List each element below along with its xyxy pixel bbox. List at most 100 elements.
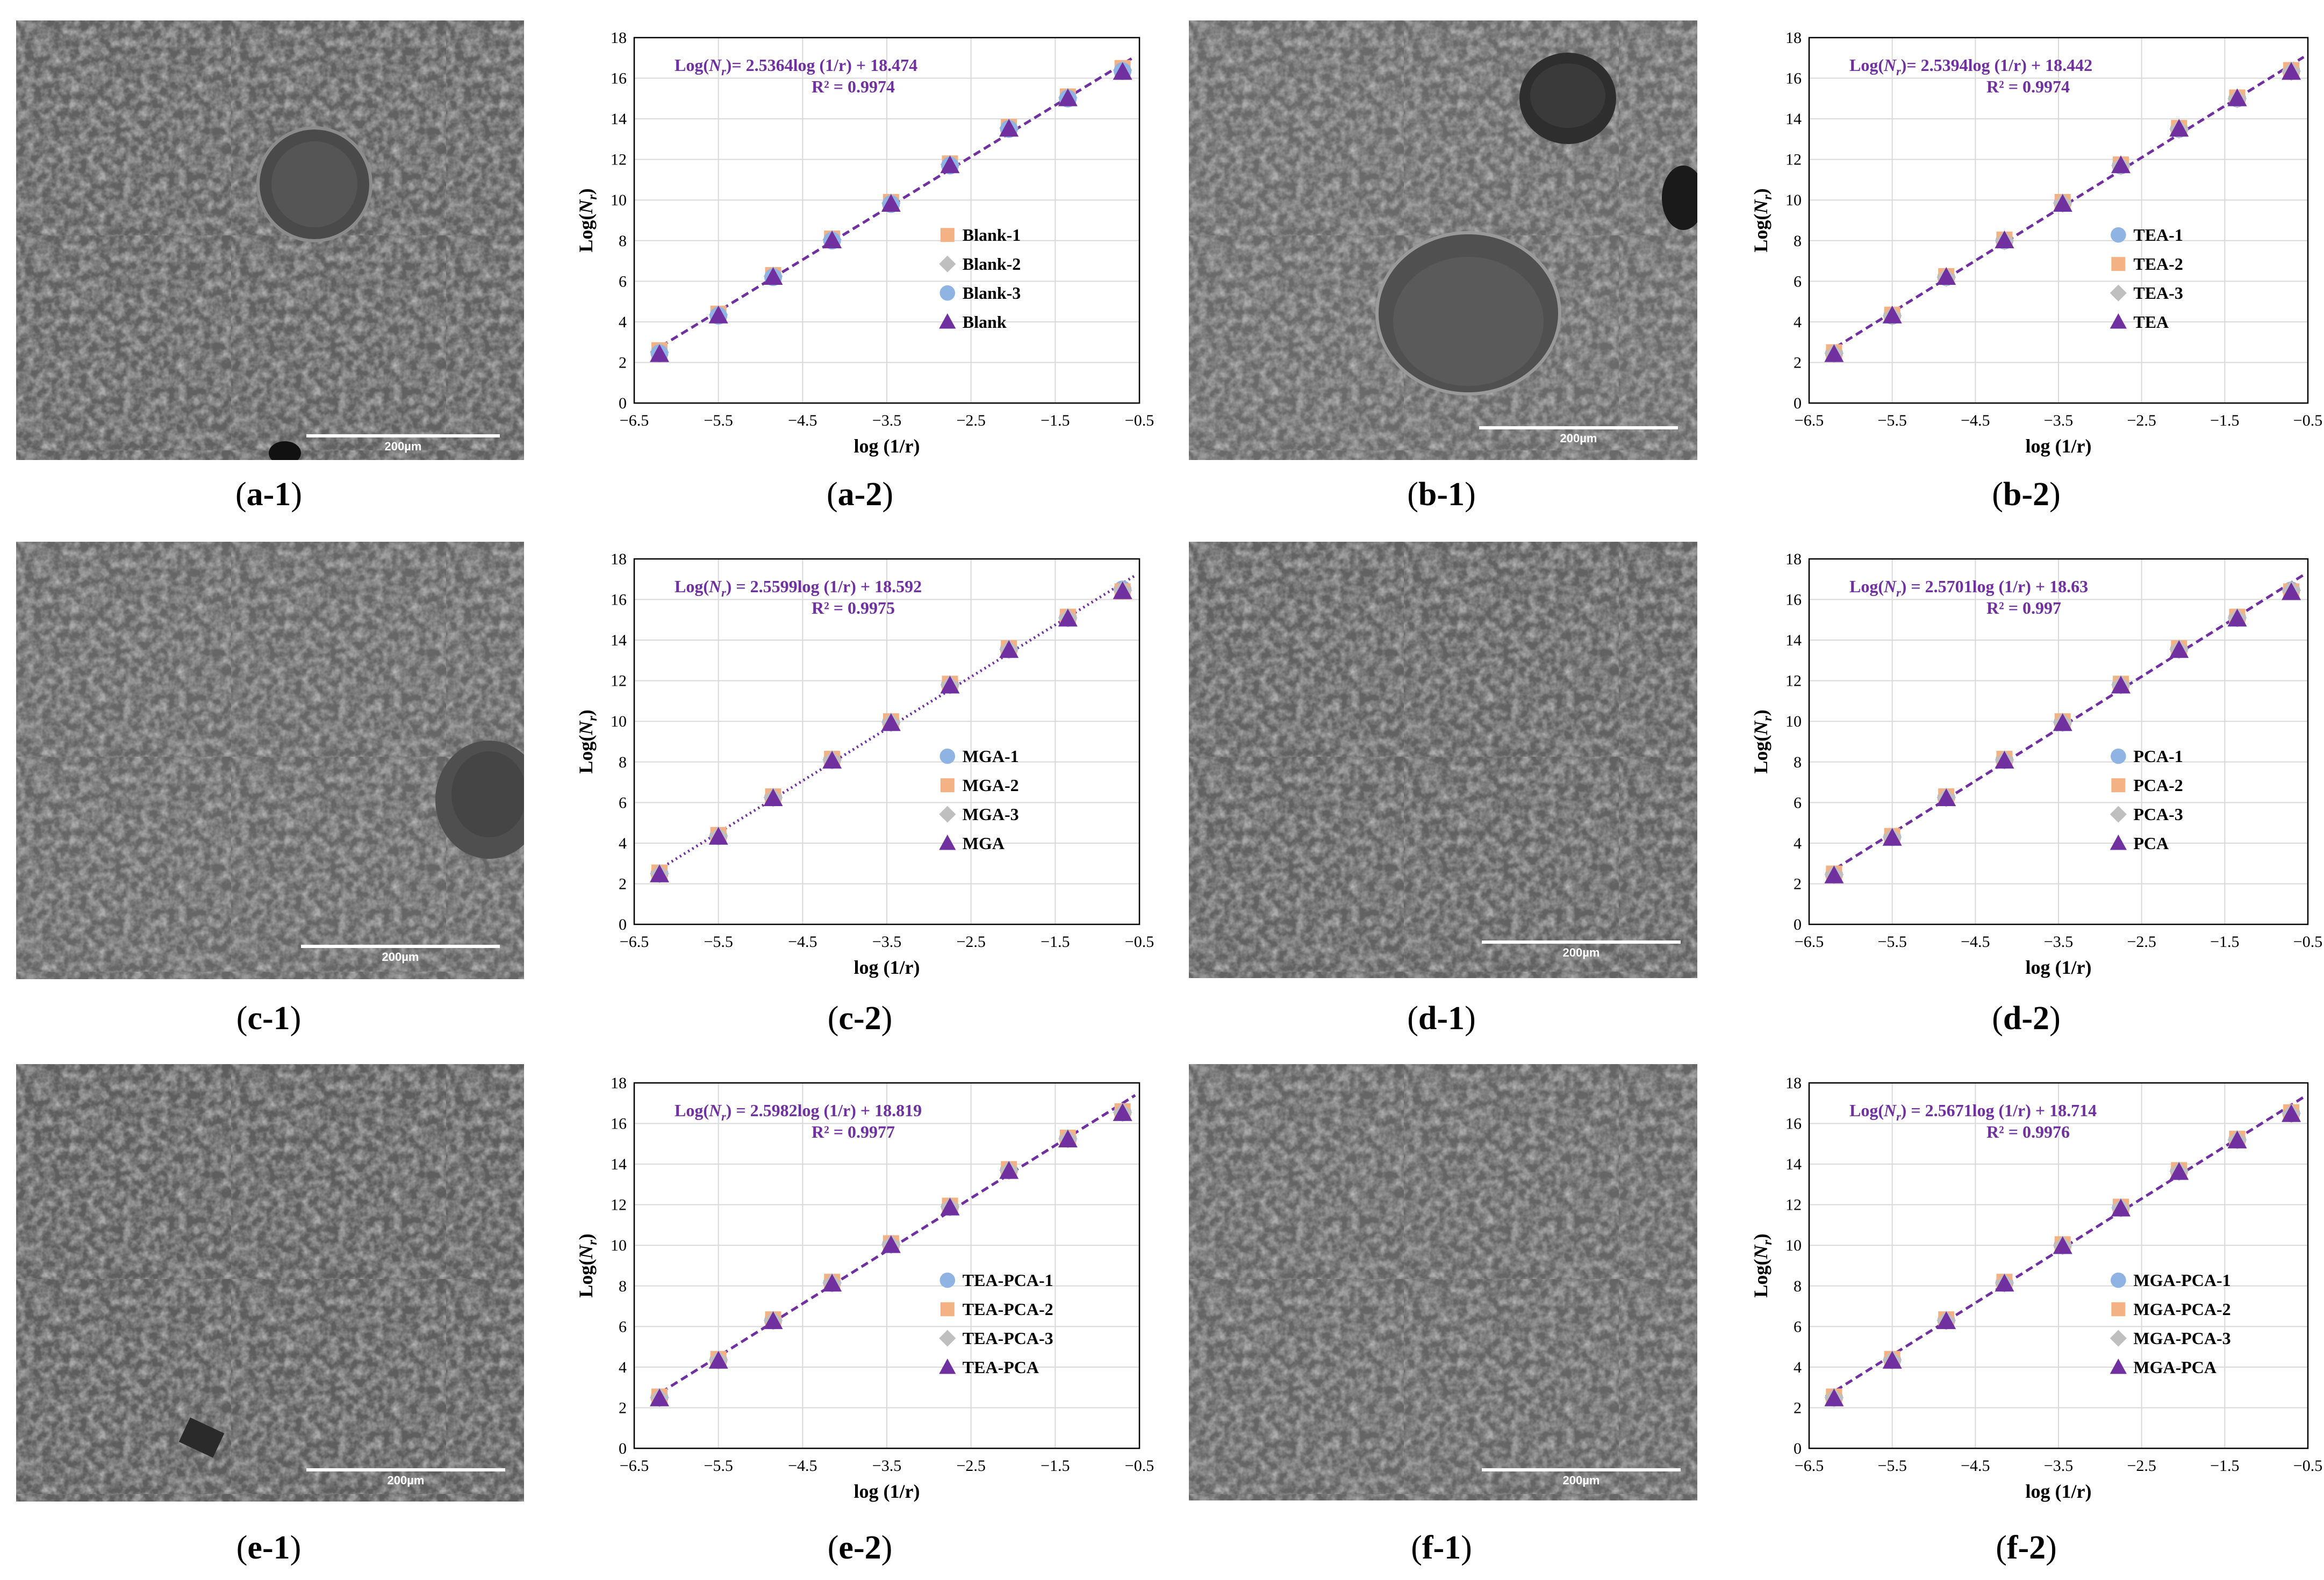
x-tick-label: −0.5: [1125, 933, 1154, 951]
y-axis-label: Log(Nr): [575, 1233, 600, 1297]
y-tick-label: 8: [619, 232, 627, 250]
equation-label-part: ) = 2.5599log (1/r) + 18.592: [726, 577, 922, 596]
data-point: [1058, 608, 1078, 627]
trend-line: [650, 574, 1136, 876]
x-tick-label: −5.5: [704, 412, 733, 429]
data-point: [763, 1311, 783, 1330]
y-tick-label: 12: [1785, 151, 1802, 169]
y-tick-label: 6: [619, 794, 627, 811]
y-tick-label: 18: [611, 1074, 627, 1092]
y-axis-label: Log(Nr): [575, 709, 600, 773]
r-squared-label: R² = 0.9975: [812, 598, 895, 617]
legend-marker: [939, 834, 956, 850]
sem-texture: [16, 1064, 524, 1502]
legend-label: MGA: [963, 834, 1005, 853]
x-axis-label: log (1/r): [854, 957, 920, 978]
x-tick-label: −5.5: [1877, 933, 1906, 951]
y-tick-label: 4: [1794, 1359, 1802, 1376]
sem-image-f1: 200µm: [1189, 1064, 1697, 1500]
sem-image-e1: 200µm: [16, 1064, 524, 1502]
y-axis-label-part: N: [1750, 1244, 1771, 1260]
equation-label: Log(Nr) = 2.5671log (1/r) + 18.714: [1849, 1101, 2097, 1123]
y-axis-label: Log(Nr): [575, 188, 600, 252]
y-tick-label: 16: [1785, 1115, 1802, 1133]
y-tick-label: 16: [611, 70, 627, 88]
legend-label: PCA-3: [2133, 805, 2183, 824]
x-tick-label: −6.5: [1795, 1457, 1824, 1475]
plot-frame: [1808, 37, 2309, 404]
data-point: [708, 305, 728, 324]
data-point: [822, 751, 842, 769]
equation-label-part: ) = 2.5982log (1/r) + 18.819: [726, 1101, 922, 1120]
equation-label-part: Log(: [1849, 55, 1884, 75]
y-axis-label-part: r: [586, 195, 600, 200]
x-tick-label: −4.5: [1961, 412, 1990, 429]
y-tick-label: 12: [611, 151, 627, 169]
data-point: [650, 1388, 669, 1406]
caption-c1: (c-1): [236, 1000, 302, 1037]
y-axis-label-part: ): [1750, 188, 1771, 195]
x-tick-label: −2.5: [2127, 933, 2156, 951]
y-tick-label: 6: [619, 272, 627, 290]
y-axis-label-part: ): [575, 709, 597, 716]
legend-marker: [2110, 313, 2127, 329]
equation-label-part: ) = 2.5701log (1/r) + 18.63: [1901, 577, 2088, 596]
data-point: [763, 267, 783, 285]
chart-e2: 0 2 4 6 8 10 12 14 16 18 −6.5 −5.5 −4.5 −3.5 −2.5 −1.5 −…: [570, 1067, 1156, 1507]
y-tick-label: 6: [619, 1318, 627, 1335]
scale-bar-label: 200µm: [1562, 946, 1600, 959]
data-point: [999, 1161, 1019, 1179]
y-tick-label: 6: [1794, 272, 1802, 290]
legend-label: TEA-3: [2133, 283, 2183, 303]
x-tick-label: −0.5: [2293, 412, 2322, 429]
y-tick-label: 18: [1785, 29, 1802, 47]
data-point: [708, 1351, 728, 1369]
x-tick-label: −4.5: [788, 412, 817, 429]
x-tick-label: −1.5: [2210, 933, 2239, 951]
y-axis-label-part: N: [1750, 720, 1771, 736]
y-tick-label: 10: [611, 1237, 627, 1254]
legend-label: MGA-2: [963, 775, 1019, 795]
equation-label-part: Log(: [1849, 577, 1884, 596]
x-tick-label: −1.5: [2210, 412, 2239, 429]
equation-label-part: r: [721, 64, 726, 78]
data-point: [1824, 865, 1844, 884]
sem-image-c1: 200µm: [16, 542, 524, 979]
legend-label: MGA-3: [963, 805, 1019, 824]
caption-a1: (a-1): [235, 476, 302, 513]
x-tick-label: −3.5: [2044, 412, 2073, 429]
data-point: [1113, 62, 1132, 80]
data-point: [1936, 1311, 1956, 1330]
legend-label: TEA-2: [2133, 254, 2183, 274]
legend-label: TEA-PCA-2: [963, 1299, 1053, 1319]
legend-marker: [2110, 1358, 2127, 1374]
y-tick-label: 0: [619, 916, 627, 933]
data-point: [1882, 1351, 1902, 1369]
equation-label-part: N: [708, 55, 722, 75]
y-tick-label: 8: [1794, 753, 1802, 771]
legend-label: MGA-1: [963, 746, 1019, 766]
y-tick-label: 4: [1794, 313, 1802, 331]
equation-label-part: ) = 2.5671log (1/r) + 18.714: [1901, 1101, 2097, 1120]
y-tick-label: 2: [619, 354, 627, 371]
scale-bar: [1479, 426, 1678, 429]
y-tick-label: 14: [1785, 110, 1802, 128]
scale-bar-label: 200µm: [387, 1474, 425, 1487]
x-tick-label: −1.5: [1041, 412, 1070, 429]
equation-label-part: N: [1883, 577, 1897, 596]
plot-frame: [1808, 558, 2309, 925]
data-point: [2169, 119, 2189, 137]
x-tick-label: −2.5: [956, 933, 985, 951]
y-tick-label: 2: [1794, 1399, 1802, 1417]
x-tick-label: −6.5: [1795, 412, 1824, 429]
x-tick-label: −3.5: [2044, 933, 2073, 951]
data-point: [822, 1274, 842, 1292]
x-tick-label: −2.5: [956, 1457, 985, 1475]
y-tick-label: 16: [611, 1115, 627, 1133]
x-tick-label: −6.5: [620, 412, 649, 429]
data-point: [881, 1235, 901, 1253]
data-point: [1995, 751, 2014, 769]
scale-bar: [306, 1468, 505, 1471]
legend-marker: [939, 1358, 956, 1374]
equation-label-part: r: [721, 1110, 726, 1123]
